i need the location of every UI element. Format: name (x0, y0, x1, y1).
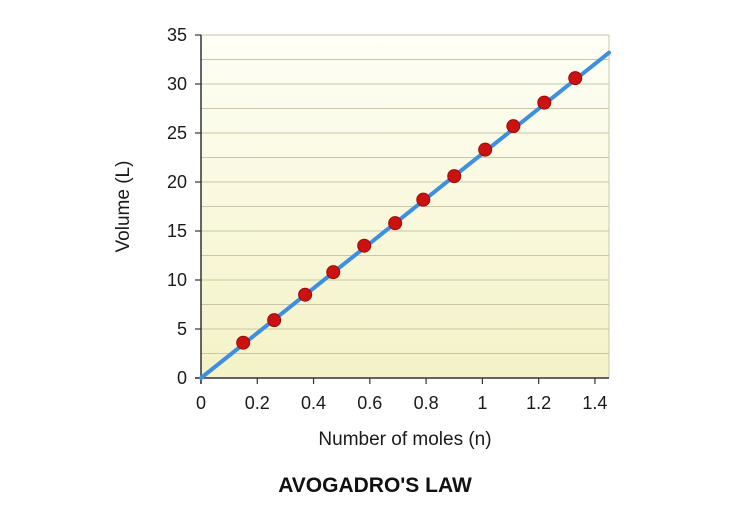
x-tick-label: 1.4 (582, 393, 607, 413)
data-point (506, 119, 521, 134)
x-tick-label: 0 (196, 393, 206, 413)
y-tick-label: 35 (167, 25, 187, 45)
y-tick-label: 25 (167, 123, 187, 143)
y-tick-label: 10 (167, 270, 187, 290)
x-tick-label: 0.6 (357, 393, 382, 413)
x-tick-label: 1.2 (526, 393, 551, 413)
x-axis-ticks: 0 0.2 0.4 0.6 0.8 1 1.2 1.4 (196, 378, 607, 413)
axes (195, 35, 609, 384)
data-points (236, 71, 583, 350)
data-point (236, 335, 251, 350)
chart-caption: AVOGADRO'S LAW (278, 474, 472, 497)
y-tick-label: 30 (167, 74, 187, 94)
x-tick-label: 0.8 (414, 393, 439, 413)
data-point (416, 192, 431, 207)
x-tick-label: 0.4 (301, 393, 326, 413)
data-point (568, 71, 583, 86)
x-tick-label: 0.2 (245, 393, 270, 413)
data-point (326, 265, 341, 280)
y-axis-label: Volume (L) (113, 161, 134, 253)
y-tick-label: 15 (167, 221, 187, 241)
x-axis-label: Number of moles (n) (318, 429, 491, 450)
data-point (298, 287, 313, 302)
data-point (388, 216, 403, 231)
data-point (357, 238, 372, 253)
data-point (537, 95, 552, 110)
data-point (447, 169, 462, 184)
y-tick-label: 0 (177, 368, 187, 388)
data-point (267, 313, 282, 328)
data-point (478, 142, 493, 157)
x-tick-label: 1 (477, 393, 487, 413)
y-tick-label: 20 (167, 172, 187, 192)
y-axis-ticks: 0 5 10 15 20 25 30 35 (167, 25, 201, 388)
y-tick-label: 5 (177, 319, 187, 339)
